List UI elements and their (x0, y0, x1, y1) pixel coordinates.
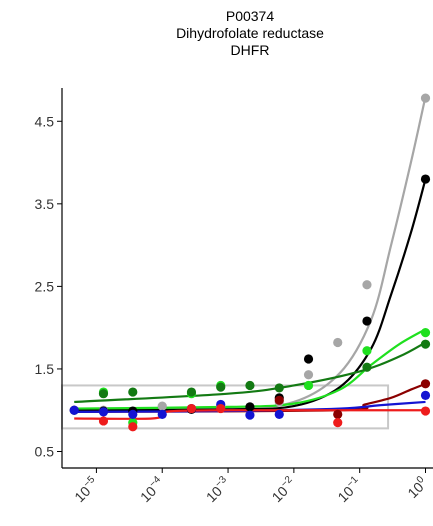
data-point-series-7 (420, 406, 431, 416)
x-tick-label: 10−3 (202, 474, 233, 505)
data-point-series-5 (333, 409, 343, 419)
data-point-series-2 (420, 174, 431, 184)
x-tick-label: 10−1 (334, 474, 365, 505)
data-point-series-4 (216, 382, 226, 392)
x-tick-label: 10−5 (70, 474, 101, 505)
fit-curve-series-4 (74, 341, 427, 404)
data-point-series-6 (69, 405, 79, 415)
data-point-series-4 (274, 383, 284, 393)
data-point-series-1 (333, 337, 343, 348)
fit-curve-series-2 (74, 178, 427, 412)
y-tick-label: 1.5 (35, 361, 55, 377)
data-point-series-6 (128, 409, 138, 419)
y-tick-label: 2.5 (35, 278, 55, 294)
data-point-series-4 (245, 380, 255, 391)
x-tick-label: 100 (404, 474, 431, 501)
data-point-series-7 (333, 417, 343, 428)
data-point-series-3 (420, 328, 431, 338)
data-point-series-5 (274, 395, 284, 405)
data-point-series-4 (186, 387, 197, 397)
data-point-series-7 (216, 403, 226, 414)
data-point-series-1 (303, 370, 314, 380)
data-point-series-1 (362, 280, 372, 290)
data-point-series-3 (362, 346, 372, 356)
data-point-series-1 (420, 93, 431, 103)
data-point-series-6 (274, 409, 284, 419)
chart-title-line-2: Dihydrofolate reductase (176, 25, 324, 41)
fit-curve-series-7 (74, 409, 426, 420)
data-point-series-6 (157, 409, 167, 419)
x-tick-label: 10−2 (268, 474, 299, 505)
axes-layer: 0.5 1.5 2.5 3.5 4.5 10−5 10−4 10−3 10−2 10−1 100 (35, 88, 433, 505)
data-point-series-4 (128, 387, 138, 397)
chart-title-line-1: P00374 (225, 8, 275, 24)
y-tick-label: 3.5 (35, 196, 55, 212)
data-points-layer (69, 93, 431, 432)
data-point-series-7 (98, 416, 109, 426)
x-tick-label: 10−4 (136, 474, 167, 505)
y-tick-label: 4.5 (35, 113, 55, 129)
data-point-series-3 (303, 380, 314, 391)
data-point-series-6 (98, 407, 109, 417)
chart-title-line-3: DHFR (230, 42, 270, 58)
data-point-series-7 (186, 403, 197, 414)
data-point-series-6 (420, 390, 431, 400)
fit-curve-series-1 (74, 96, 427, 411)
data-point-series-4 (420, 339, 431, 349)
data-point-series-2 (362, 316, 372, 326)
data-point-series-7 (128, 422, 138, 432)
data-point-series-2 (245, 402, 255, 412)
data-point-series-5 (420, 379, 431, 389)
data-point-series-1 (157, 401, 167, 411)
data-point-series-4 (98, 389, 109, 399)
data-point-series-4 (362, 362, 372, 372)
fit-curve-series-3 (74, 328, 427, 410)
fit-curves-layer (74, 96, 427, 420)
data-point-series-6 (245, 410, 255, 420)
y-tick-label: 0.5 (35, 443, 55, 459)
data-point-series-2 (303, 354, 314, 364)
